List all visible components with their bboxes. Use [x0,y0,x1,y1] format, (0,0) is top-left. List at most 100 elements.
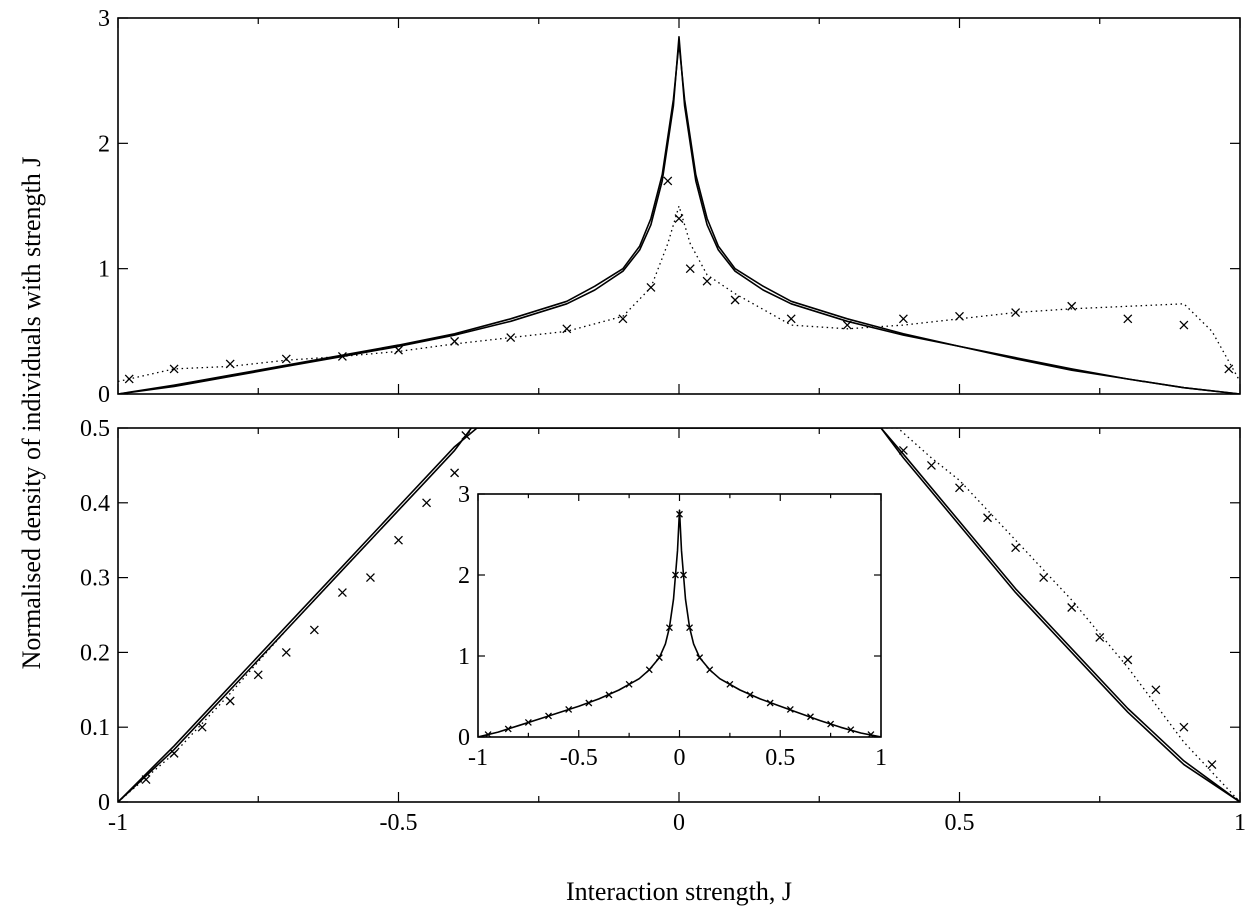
top-cross-point [646,283,656,292]
bottom-y-tick-label: 0.3 [80,566,110,592]
top-cross-point [1224,364,1234,374]
bottom-y-tick-label: 0.1 [80,715,110,741]
bottom-x-tick-label: -0.5 [380,810,418,836]
inset-y-tick-label: 1 [458,644,470,670]
top-y-tick-label: 0 [98,382,110,408]
inset-cross-point [676,510,683,518]
inset-x-tick-label: -1 [468,745,488,771]
bottom-cross-point [281,647,291,657]
inset-cross-point [807,713,814,721]
inset-series-line-1 [478,509,881,737]
bottom-cross-point [422,498,432,508]
top-cross-point [702,276,712,286]
bottom-cross-point [1235,797,1240,802]
top-cross-point [663,176,673,186]
inset-y-tick-label: 2 [458,563,470,589]
inset-cross-point [625,680,633,688]
inset-cross-point [847,726,855,734]
top-cross-point [394,345,403,355]
bottom-y-tick-label: 0 [98,790,110,816]
inset-cross-point [665,624,673,632]
bottom-x-tick-label: 1 [1234,810,1246,836]
inset-panel: -1 -0.5 0 0.5 1 0 1 2 3 [458,482,887,771]
inset-cross-point [504,725,512,733]
bottom-x-tick-label: 0 [673,810,685,836]
top-y-tick-label: 3 [98,6,110,32]
top-cross-point [281,354,291,364]
bottom-cross-point [394,535,403,545]
inset-cross-point [726,680,734,688]
top-series-line-3 [118,203,1240,383]
bottom-cross-point [1151,685,1161,695]
top-series-line-2 [118,42,1240,394]
inset-cross-point [680,571,687,579]
inset-cross-point [786,706,794,713]
top-cross-point [898,314,908,324]
bottom-y-tick-label: 0.4 [80,491,110,517]
bottom-cross-point [1179,722,1189,732]
bottom-y-tick-label: 0.2 [80,640,110,666]
inset-cross-point [766,699,774,707]
x-axis-label: Interaction strength, J [566,877,792,906]
inset-cross-point [672,571,679,579]
top-cross-point [674,214,684,223]
bottom-cross-point [1123,655,1133,665]
top-cross-point [618,314,628,324]
bottom-cross-point [337,588,347,598]
top-cross-point [1123,314,1133,324]
bottom-series-line-1 [118,428,1240,802]
top-data-layer [118,36,1240,394]
bottom-cross-point [1207,760,1217,770]
inset-cross-point [524,718,532,726]
bottom-cross-point [365,573,375,583]
bottom-cross-point [1095,632,1105,642]
inset-cross-point [746,691,754,699]
bottom-x-tick-label: 0.5 [945,810,975,836]
top-cross-point [786,314,796,324]
y-axis-label: Normalised density of individuals with s… [17,157,46,670]
inset-background [478,494,881,737]
bottom-cross-point [118,797,123,802]
bottom-cross-point [1011,543,1021,553]
bottom-series-line-2 [118,428,1240,802]
inset-x-tick-label: 1 [875,745,887,771]
top-cross-point [225,359,235,369]
inset-cross-point [565,706,573,713]
top-y-tick-label: 2 [98,131,110,157]
inset-x-tick-label: 0.5 [765,745,795,771]
top-cross-point [1011,308,1021,317]
top-cross-point [955,311,964,321]
top-cross-point [169,364,179,374]
bottom-cross-point [253,670,263,680]
inset-cross-point [827,720,835,728]
bottom-cross-point [461,431,471,440]
top-cross-point [337,351,347,361]
bottom-y-tick-label: 0.5 [80,416,110,442]
bottom-cross-point [926,460,936,470]
bottom-panel: -1 -0.5 0 0.5 1 0 0.1 0.2 0.3 0.4 0.5 [80,416,1246,836]
inset-cross-point [605,691,613,699]
top-y-tick-label: 1 [98,257,110,283]
inset-cross-point [696,654,704,662]
bottom-cross-point [450,468,460,478]
inset-y-tick-label: 0 [458,725,470,751]
inset-y-tick-label: 3 [458,482,470,508]
bottom-cross-point [197,722,207,732]
top-cross-point [730,295,740,305]
bottom-cross-point [955,483,964,493]
inset-cross-point [545,712,552,720]
top-cross-point [506,333,516,343]
top-cross-point [1179,320,1189,330]
inset-cross-point [585,699,593,707]
top-cross-point [685,264,695,274]
bottom-cross-point [141,775,151,785]
inset-cross-point [706,666,714,674]
bottom-series-line-3 [118,428,1240,802]
bottom-data-layer [118,428,1240,802]
top-panel: 0 1 2 3 [98,6,1241,408]
inset-x-tick-label: -0.5 [560,745,598,771]
top-cross-point [1067,301,1077,311]
bottom-cross-point [169,748,179,758]
